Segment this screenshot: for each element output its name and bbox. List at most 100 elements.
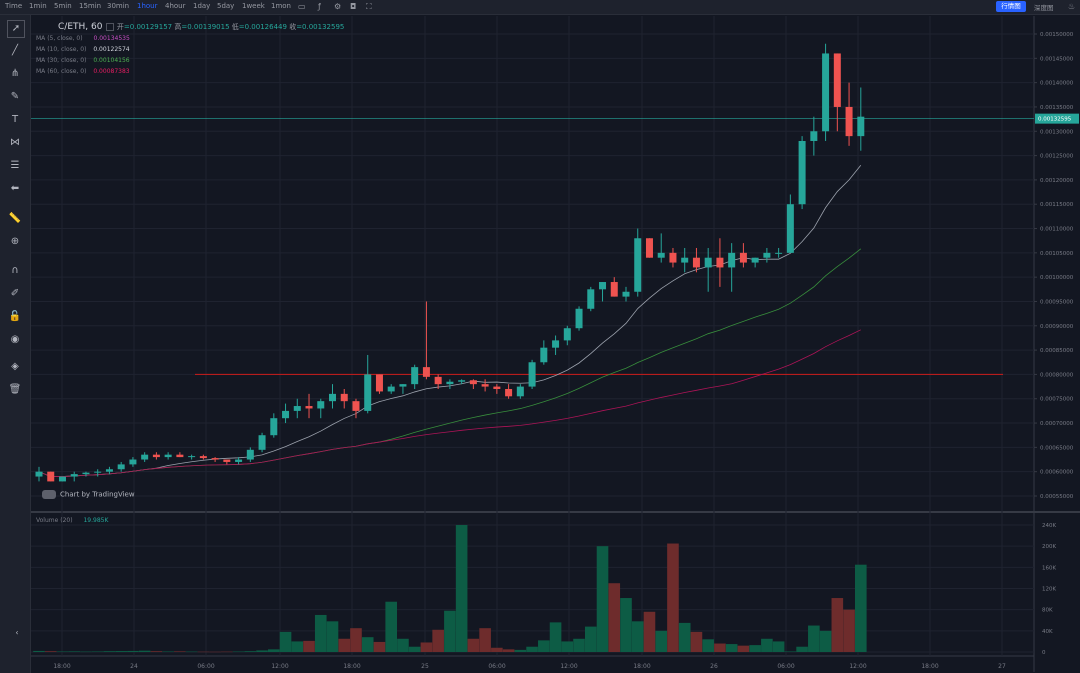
tf-1min[interactable]: 1min	[29, 2, 47, 10]
candle-body	[739, 252, 747, 263]
price-tick-label: 0.00105000	[1040, 251, 1074, 257]
text-tool-icon[interactable]: T	[11, 114, 19, 125]
chart-type-icon[interactable]: ▭	[298, 2, 306, 11]
candle-body	[47, 471, 55, 482]
tf-1hour[interactable]: 1hour	[137, 2, 158, 10]
tf-1week[interactable]: 1week	[242, 2, 265, 10]
price-tick-label: 0.00120000	[1040, 178, 1074, 184]
tf-5day[interactable]: 5day	[217, 2, 235, 10]
trend-line-icon[interactable]: ╱	[11, 45, 19, 56]
eye-icon[interactable]: ◉	[10, 334, 20, 345]
volume-bar	[232, 651, 245, 653]
ma-value: 0.00134535	[93, 35, 130, 42]
volume-bar	[737, 645, 750, 652]
volume-bar	[326, 621, 339, 652]
settings-icon[interactable]: ⚙	[334, 2, 342, 11]
ma-name: MA (10, close, 0)	[36, 46, 87, 53]
gann-fib-icon[interactable]: ☰	[10, 160, 20, 171]
volume-bar	[385, 601, 397, 652]
volume-value: 19.985K	[83, 517, 109, 524]
candle-body	[716, 257, 724, 268]
volume-tick-label: 0	[1042, 650, 1046, 656]
volume-bar	[631, 621, 644, 652]
candle-body	[293, 406, 301, 411]
legend-eye-icon[interactable]	[105, 23, 114, 31]
candle-body	[599, 282, 607, 290]
time-tick-label: 18:00	[633, 663, 650, 670]
volume-bar	[314, 614, 327, 652]
price-tick-label: 0.00110000	[1040, 227, 1074, 233]
candle-body	[434, 376, 442, 385]
time-tick-label: 12:00	[271, 663, 288, 670]
pattern-icon[interactable]: ⋈	[10, 137, 20, 148]
volume-bar	[819, 630, 832, 652]
brush-icon[interactable]: ✎	[10, 91, 20, 102]
depth-chart-button[interactable]: 深度图	[1034, 4, 1054, 12]
volume-bar	[808, 625, 820, 652]
fullscreen-icon[interactable]: ⛶	[366, 2, 372, 11]
tradingview-badge[interactable]: Chart by TradingView	[42, 490, 135, 499]
collapse-arrow-icon[interactable]: ‹	[15, 628, 19, 637]
volume-bar	[479, 628, 491, 652]
volume-pane	[31, 515, 1034, 656]
lock-icon[interactable]: 🔓	[8, 311, 22, 322]
candle-body	[540, 347, 548, 363]
ruler-icon[interactable]: 📏	[8, 213, 22, 224]
candle-body	[810, 131, 818, 141]
volume-bar	[408, 646, 421, 652]
candle-body	[211, 458, 219, 460]
pitchfork-icon[interactable]: ⋔	[10, 68, 20, 79]
flame-icon[interactable]: ♨	[1068, 2, 1076, 11]
cursor-arrow-icon[interactable]: ➚	[7, 20, 25, 38]
tf-1mon[interactable]: 1mon	[271, 2, 291, 10]
volume-legend: Volume (20) 19.985K	[36, 517, 108, 524]
candle-body	[176, 454, 184, 458]
tf-4hour[interactable]: 4hour	[165, 2, 186, 10]
candle-body	[411, 367, 419, 385]
indicator-icon[interactable]: ƒ	[318, 2, 321, 11]
candle-body	[282, 410, 290, 419]
last-price-badge	[1035, 113, 1079, 124]
volume-bar	[761, 638, 773, 652]
draw-lock-icon[interactable]: ✐	[10, 288, 20, 299]
candle-body	[94, 471, 102, 473]
candle-body	[505, 389, 513, 397]
volume-bar	[291, 641, 304, 652]
volume-bar	[549, 622, 562, 652]
volume-bar	[725, 644, 738, 652]
candle-body	[681, 257, 689, 263]
price-tick-label: 0.00130000	[1040, 129, 1074, 135]
candle-body	[340, 393, 348, 402]
volume-bar	[444, 610, 456, 652]
open-value: =0.00129157	[123, 23, 173, 31]
close-value: =0.00132595	[296, 23, 345, 31]
magnet-icon[interactable]: ∩	[11, 265, 19, 276]
market-chart-button[interactable]: 行情图	[996, 1, 1026, 12]
volume-bar	[33, 650, 45, 652]
camera-icon[interactable]: ◘	[350, 2, 357, 11]
zoom-icon[interactable]: ⊕	[10, 236, 20, 247]
volume-bar	[467, 638, 480, 652]
candle-body	[223, 459, 231, 462]
ma-name: MA (60, close, 0)	[36, 68, 87, 75]
volume-bar	[68, 651, 81, 652]
volume-bar	[91, 651, 104, 652]
candle-body	[364, 374, 372, 411]
tf-1day[interactable]: 1day	[193, 2, 211, 10]
volume-bar	[678, 622, 691, 652]
layers-icon[interactable]: ◈	[11, 361, 19, 372]
volume-bar	[702, 639, 714, 652]
volume-bar	[714, 643, 726, 652]
volume-bar	[185, 651, 198, 653]
back-arrow-icon[interactable]: ⬅	[10, 183, 20, 194]
ma-value: 0.00122574	[93, 46, 130, 53]
tf-5min[interactable]: 5min	[54, 2, 72, 10]
price-tick-label: 0.00150000	[1040, 32, 1074, 38]
trash-icon[interactable]: 🗑	[8, 384, 22, 395]
volume-bar	[127, 650, 139, 652]
tf-15min[interactable]: 15min	[79, 2, 102, 10]
volume-bar	[162, 651, 174, 652]
tf-30min[interactable]: 30min	[107, 2, 130, 10]
candle-body	[833, 53, 841, 107]
